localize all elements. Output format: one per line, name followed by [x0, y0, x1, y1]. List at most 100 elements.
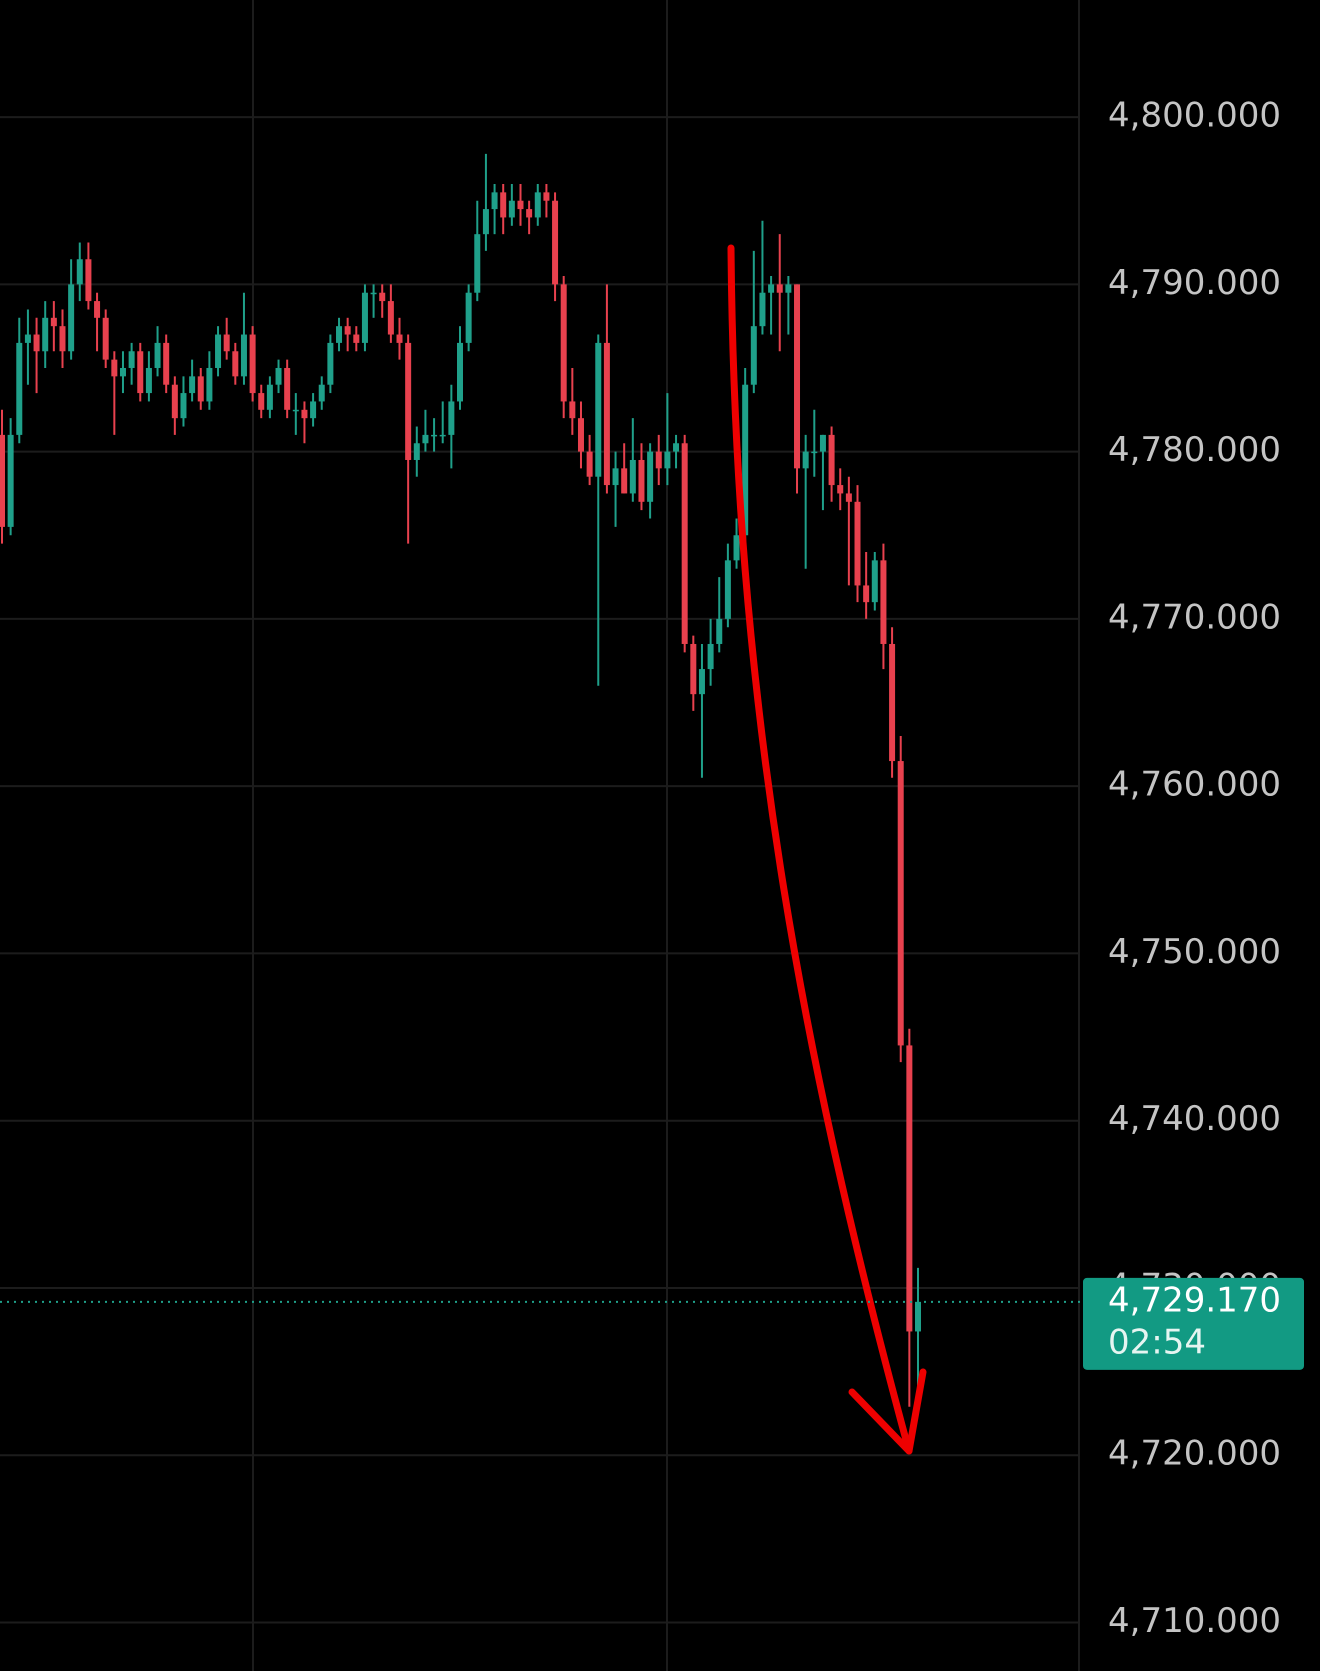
candle-body	[353, 334, 360, 343]
candle-body	[629, 459, 636, 494]
candle-body	[603, 342, 610, 486]
candle-body	[33, 334, 40, 352]
candle-body	[180, 393, 187, 419]
candle-body	[707, 643, 714, 670]
candle-body	[284, 367, 291, 410]
candle-body	[318, 384, 325, 402]
candle-body	[526, 209, 533, 218]
grid	[0, 116, 1079, 1624]
candle-body	[750, 326, 757, 385]
candle-body	[370, 292, 377, 295]
candle-body	[724, 560, 731, 619]
candle-body	[811, 451, 818, 454]
candle-body	[880, 560, 887, 644]
candle-body	[266, 384, 273, 410]
candle-body	[508, 200, 515, 218]
candle-body	[863, 585, 870, 603]
candle-body	[698, 669, 705, 695]
candle-body	[586, 451, 593, 477]
candle-body	[569, 401, 576, 419]
candle-body	[733, 535, 740, 561]
candle-body	[690, 643, 697, 695]
candle-body	[482, 209, 489, 235]
y-tick-label: 4,720.000	[1108, 1434, 1281, 1474]
candle-body	[742, 384, 749, 536]
candle-body	[310, 401, 317, 419]
candle-body	[292, 409, 299, 412]
price-box	[1083, 1277, 1304, 1370]
candle-body	[94, 301, 101, 318]
candle-body	[759, 292, 766, 327]
candle-body	[854, 501, 861, 586]
candle-body	[422, 434, 429, 444]
candle-body	[716, 618, 723, 644]
vertical-grid	[252, 0, 1080, 1671]
candle-body	[439, 434, 446, 437]
candle-body	[42, 317, 49, 352]
candle-body	[189, 376, 196, 394]
candle-body	[197, 376, 204, 402]
candle-body	[206, 367, 213, 402]
candle-body	[638, 459, 645, 502]
candle-body	[145, 367, 152, 394]
candle-body	[163, 342, 170, 385]
arrow-head	[848, 1368, 927, 1455]
candle-body	[68, 284, 75, 352]
candle-body	[379, 292, 386, 302]
candle-body	[171, 384, 178, 419]
candle-body	[361, 292, 368, 343]
annotation-arrow	[727, 244, 913, 1455]
candle-body	[647, 451, 654, 502]
candle-body	[301, 409, 308, 419]
y-tick-label: 4,790.000	[1108, 263, 1281, 303]
candle-body	[871, 560, 878, 603]
candle-body	[387, 301, 394, 335]
countdown: 02:54	[1108, 1322, 1206, 1362]
candle-body	[275, 367, 282, 385]
candle-body	[474, 234, 481, 293]
y-tick-label: 4,770.000	[1108, 597, 1281, 637]
candle-body	[119, 367, 126, 377]
candle-body	[327, 342, 334, 385]
candle-body	[897, 761, 904, 1046]
candle-body	[85, 259, 92, 302]
candle-body	[344, 326, 351, 335]
y-tick-label: 4,710.000	[1108, 1601, 1281, 1641]
price-label: 4,729.170	[1108, 1280, 1281, 1320]
candle-body	[336, 326, 343, 343]
candle-body	[768, 284, 775, 293]
candle-body	[405, 342, 412, 460]
y-tick-label: 4,800.000	[1108, 96, 1281, 136]
y-axis: 4,710.0004,720.0004,730.0004,740.0004,75…	[1108, 96, 1281, 1641]
candle-body	[465, 292, 472, 343]
candle-body	[431, 434, 438, 437]
candle-body	[612, 468, 619, 486]
candle-body	[16, 342, 23, 435]
candle-body	[249, 334, 256, 394]
candle-body	[543, 192, 550, 201]
candle-body	[552, 200, 559, 285]
candle-body	[76, 259, 83, 285]
candle-body	[845, 493, 852, 502]
candle-body	[794, 284, 801, 469]
candle-body	[491, 192, 498, 210]
candle-body	[223, 334, 230, 352]
candle-body	[102, 317, 109, 360]
candle-body	[448, 401, 455, 435]
candle-body	[889, 643, 896, 762]
candle-body	[837, 485, 844, 494]
candle-body	[59, 326, 66, 352]
candle-body	[7, 434, 14, 527]
candle-body	[915, 1301, 921, 1332]
candle-body	[655, 451, 662, 469]
candle-body	[802, 451, 809, 469]
candle-body	[50, 317, 57, 327]
candle-body	[232, 351, 239, 377]
candle-body	[154, 342, 161, 368]
y-tick-label: 4,740.000	[1108, 1099, 1281, 1139]
y-tick-label: 4,750.000	[1108, 932, 1281, 972]
y-tick-label: 4,780.000	[1108, 430, 1281, 470]
